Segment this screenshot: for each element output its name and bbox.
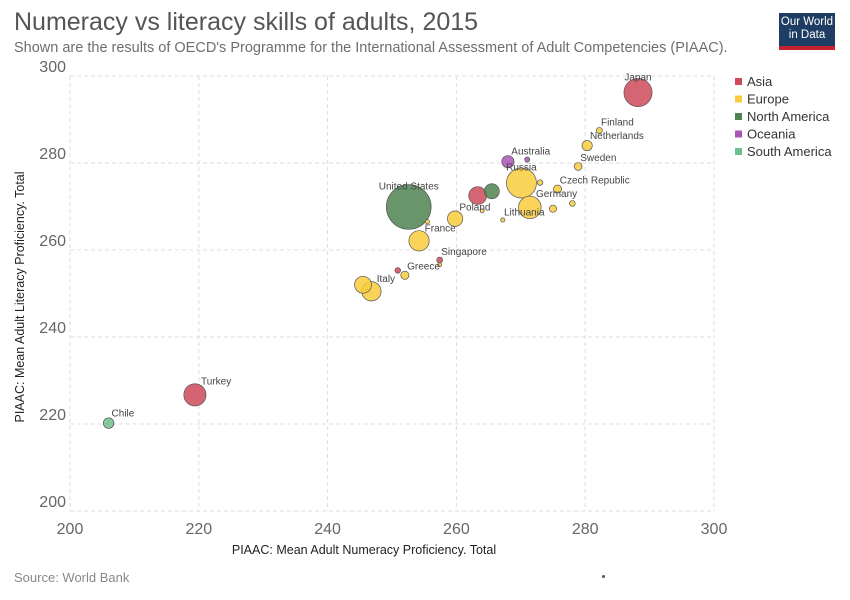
y-tick-label: 260 (39, 233, 66, 250)
point-label: Netherlands (590, 131, 644, 142)
point-label: Germany (536, 189, 577, 200)
point-label: Italy (377, 274, 395, 285)
point-label: Turkey (201, 377, 231, 388)
x-tick-label: 240 (314, 521, 341, 538)
data-point[interactable] (573, 162, 583, 171)
timeline-dot[interactable] (602, 575, 605, 578)
point-label: Chile (112, 409, 135, 420)
point-label: Poland (459, 203, 490, 214)
data-point[interactable] (596, 127, 603, 134)
data-point[interactable] (102, 417, 115, 429)
chart-subtitle: Shown are the results of OECD's Programm… (14, 40, 728, 56)
point-label: United States (379, 181, 439, 192)
source-note: Source: World Bank (14, 570, 130, 585)
data-point[interactable] (549, 204, 557, 213)
x-axis-title: PIAAC: Mean Adult Numeracy Proficiency. … (232, 543, 496, 557)
y-axis-title: PIAAC: Mean Adult Literacy Proficiency. … (13, 171, 27, 422)
y-tick-label: 220 (39, 407, 66, 424)
point-label: Finland (601, 117, 634, 128)
axis-ticks: 200 220 240 260 280 300 200 220 240 260 280 300 (39, 59, 727, 538)
data-point[interactable] (518, 195, 542, 220)
data-point[interactable] (553, 184, 562, 194)
data-point[interactable] (483, 183, 500, 200)
data-point[interactable] (437, 262, 443, 268)
point-label: Greece (407, 262, 440, 273)
point-labels: United States Russia Japan Germany Turkey Fra… (112, 72, 652, 419)
data-point[interactable] (500, 217, 506, 223)
data-point[interactable] (569, 200, 576, 207)
point-label: Australia (511, 147, 550, 158)
point-label: Lithuania (504, 208, 545, 219)
x-tick-label: 300 (701, 521, 728, 538)
data-point[interactable] (623, 78, 653, 107)
bubbles (102, 78, 653, 429)
data-point[interactable] (354, 275, 372, 294)
chart-title: Numeracy vs literacy skills of adults, 2… (14, 8, 479, 36)
legend-item[interactable]: Oceania (747, 127, 796, 142)
x-tick-label: 260 (443, 521, 470, 538)
point-label: Japan (624, 72, 651, 83)
data-point[interactable] (447, 210, 464, 227)
point-label: Singapore (441, 247, 487, 258)
data-point[interactable] (506, 167, 537, 199)
owid-logo[interactable]: Our World in Data (779, 13, 835, 50)
legend-item[interactable]: South America (747, 144, 832, 159)
point-label: Czech Republic (560, 175, 630, 186)
data-point[interactable] (385, 184, 432, 230)
legend-swatch (735, 113, 742, 120)
data-point[interactable] (183, 383, 207, 407)
legend: Asia Europe North America Oceania South Amer… (735, 74, 832, 159)
x-tick-label: 220 (185, 521, 212, 538)
data-point[interactable] (524, 156, 531, 163)
data-point[interactable] (536, 179, 544, 186)
data-point[interactable] (394, 267, 401, 274)
x-tick-label: 280 (572, 521, 599, 538)
data-point[interactable] (479, 208, 485, 214)
legend-swatch (735, 95, 742, 103)
data-point[interactable] (408, 230, 430, 252)
data-point[interactable] (400, 270, 410, 280)
point-label: France (425, 223, 457, 234)
legend-swatch (735, 130, 742, 138)
data-point[interactable] (424, 219, 430, 225)
x-tick-label: 200 (57, 521, 84, 538)
point-label: Russia (506, 162, 537, 173)
point-label: Sweden (580, 153, 616, 164)
legend-swatch (735, 148, 742, 155)
y-tick-label: 200 (39, 494, 66, 511)
y-tick-label: 300 (39, 59, 66, 76)
y-tick-label: 240 (39, 320, 66, 337)
data-point[interactable] (581, 140, 593, 152)
legend-item[interactable]: North America (747, 109, 830, 124)
y-tick-label: 280 (39, 146, 66, 163)
legend-item[interactable]: Asia (747, 74, 773, 89)
data-point[interactable] (501, 155, 515, 169)
legend-item[interactable]: Europe (747, 92, 789, 107)
legend-swatch (735, 78, 742, 85)
